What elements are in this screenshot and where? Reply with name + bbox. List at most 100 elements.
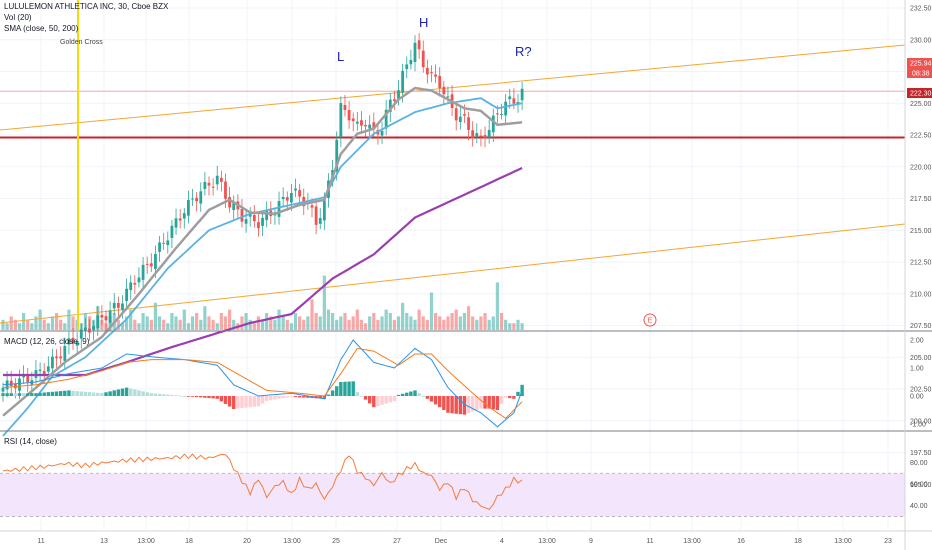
left-shoulder-label: L [337, 49, 344, 64]
macd-histogram-bar [232, 396, 236, 410]
volume-bar [520, 323, 524, 330]
macd-histogram-bar [516, 391, 520, 396]
volume-bar [384, 309, 388, 330]
volume-bar [372, 313, 376, 330]
macd-histogram-bar [141, 391, 145, 396]
macd-histogram-bar [54, 391, 59, 396]
candle-body [191, 198, 194, 200]
candle-body [51, 356, 54, 369]
price-tick-label: 200.00 [910, 418, 932, 425]
macd-histogram-bar [199, 396, 203, 398]
macd-histogram-bar [343, 381, 347, 396]
volume-bar [347, 319, 351, 330]
macd-histogram-bar [112, 390, 116, 396]
price-tick-label: 207.50 [910, 323, 932, 330]
candle-body [261, 217, 264, 226]
macd-histogram-bar [322, 396, 327, 399]
volume-bar [318, 316, 322, 330]
macd-legend[interactable]: MACD (12, 26, close, 9) [4, 337, 90, 346]
signal-line [2, 347, 523, 420]
candle-body [158, 242, 161, 252]
candle-body [277, 201, 281, 217]
candle-body [397, 90, 400, 100]
rsi-legend[interactable]: RSI (14, close) [4, 437, 57, 446]
candle-body [257, 222, 260, 229]
volume-bar [434, 313, 438, 330]
candle-body [67, 338, 71, 345]
price-tick-label: 195.00 [910, 482, 932, 489]
countdown-badge-bg [907, 68, 932, 78]
candle-body [137, 277, 141, 283]
volume-bar [223, 316, 228, 330]
macd-histogram-bar [182, 396, 186, 397]
macd-histogram-bar [129, 388, 133, 396]
macd-histogram-bar [376, 396, 380, 406]
lower-trendline [0, 223, 906, 324]
macd-histogram-bar [174, 395, 178, 397]
candle-body [339, 103, 343, 138]
last-price-badge-bg [907, 58, 932, 68]
price-tick-label: 220.00 [910, 164, 932, 171]
volume-bar [310, 299, 314, 330]
volume-bar [401, 302, 405, 330]
sma-legend[interactable]: SMA (close, 50, 200) [4, 24, 79, 33]
time-tick-label: 20 [243, 538, 251, 545]
volume-bar [471, 316, 475, 330]
volume-bar [359, 319, 364, 330]
time-tick-label: 13:00 [283, 538, 301, 545]
macd-histogram-bar [108, 391, 112, 396]
time-tick-label: 13 [100, 538, 108, 545]
macd-histogram-bar [458, 396, 463, 415]
volume-bar [42, 319, 46, 330]
candle-body [421, 50, 425, 68]
volume-bar [129, 309, 133, 330]
volume-bar [22, 313, 26, 330]
macd-histogram-bar [38, 392, 42, 396]
macd-histogram-bar [91, 392, 96, 396]
macd-histogram-bar [17, 393, 22, 396]
volume-bar [343, 313, 347, 330]
volume-bar [1, 319, 5, 330]
candle-body [372, 122, 376, 130]
macd-histogram-bar [178, 395, 182, 397]
volume-bar [293, 313, 298, 330]
candle-body [224, 181, 227, 199]
candle-body [170, 225, 174, 238]
volume-bar [281, 316, 285, 330]
candle-body [384, 109, 388, 129]
macd-tick-label: 0.00 [910, 394, 924, 401]
candle-body [380, 130, 384, 136]
candle-body [121, 303, 124, 310]
macd-histogram-bar [236, 396, 240, 409]
volume-bar [289, 323, 293, 330]
candle-body [42, 370, 46, 375]
earnings-marker[interactable] [643, 313, 657, 327]
vol-legend[interactable]: Vol (20) [4, 13, 32, 22]
macd-histogram-bar [446, 396, 450, 413]
macd-histogram-bar [13, 393, 18, 396]
candle-body [500, 114, 503, 116]
macd-histogram-bar [347, 381, 351, 396]
volume-bar [335, 319, 339, 330]
candle-body [228, 197, 231, 208]
volume-bar [63, 323, 67, 330]
macd-histogram-bar [520, 384, 524, 396]
time-tick-label: 18 [794, 538, 802, 545]
volume-bar [516, 319, 520, 330]
macd-histogram-bar [223, 396, 228, 404]
macd-histogram-bar [454, 396, 458, 414]
volume-bar [199, 319, 203, 330]
volume-bar [322, 275, 326, 330]
macd-histogram-bar [413, 390, 417, 396]
macd-histogram-bar [5, 393, 9, 396]
rsi-tick-label: 40.00 [910, 503, 928, 510]
macd-histogram-bar [273, 396, 277, 400]
macd-histogram-bar [1, 393, 5, 396]
price-tick-label: 202.50 [910, 387, 932, 394]
macd-histogram-bar [396, 394, 401, 396]
candle-body [199, 191, 203, 204]
time-tick-label: 11 [37, 538, 44, 545]
